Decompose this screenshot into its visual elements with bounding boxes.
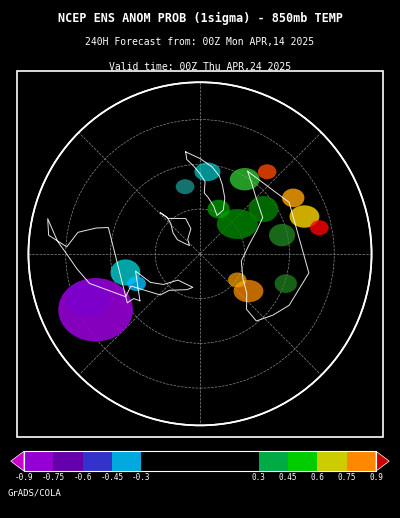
- Ellipse shape: [234, 280, 264, 303]
- Ellipse shape: [127, 276, 146, 291]
- Ellipse shape: [110, 260, 140, 285]
- Ellipse shape: [258, 164, 276, 179]
- Bar: [53, 451, 83, 471]
- Circle shape: [28, 82, 372, 425]
- Text: -0.6: -0.6: [74, 473, 92, 482]
- Text: GrADS/COLA: GrADS/COLA: [8, 489, 62, 498]
- Ellipse shape: [66, 280, 110, 317]
- Ellipse shape: [230, 168, 260, 191]
- Text: -0.75: -0.75: [42, 473, 65, 482]
- Ellipse shape: [310, 220, 329, 235]
- Text: 0.75: 0.75: [338, 473, 356, 482]
- Text: 0.45: 0.45: [279, 473, 297, 482]
- Ellipse shape: [208, 200, 230, 219]
- Ellipse shape: [269, 224, 295, 247]
- Text: NCEP ENS ANOM PROB (1sigma) - 850mb TEMP: NCEP ENS ANOM PROB (1sigma) - 850mb TEMP: [58, 12, 342, 25]
- Ellipse shape: [274, 275, 297, 293]
- Bar: [141, 451, 259, 471]
- Ellipse shape: [194, 163, 220, 181]
- Bar: [24, 451, 53, 471]
- Bar: [83, 451, 112, 471]
- Polygon shape: [11, 451, 24, 471]
- Bar: [259, 451, 288, 471]
- Text: 240H Forecast from: 00Z Mon APR,14 2025: 240H Forecast from: 00Z Mon APR,14 2025: [86, 37, 314, 47]
- Ellipse shape: [58, 278, 133, 341]
- Bar: [317, 451, 347, 471]
- Text: 0.6: 0.6: [310, 473, 324, 482]
- Text: 0.3: 0.3: [252, 473, 266, 482]
- Text: 0.9: 0.9: [369, 473, 383, 482]
- Bar: [112, 451, 141, 471]
- Ellipse shape: [176, 179, 194, 194]
- Polygon shape: [376, 451, 389, 471]
- Ellipse shape: [282, 189, 304, 207]
- Bar: [347, 451, 376, 471]
- Text: -0.9: -0.9: [15, 473, 33, 482]
- Bar: [24, 451, 376, 471]
- Ellipse shape: [248, 196, 278, 222]
- Ellipse shape: [228, 272, 247, 287]
- Text: -0.3: -0.3: [132, 473, 150, 482]
- Ellipse shape: [290, 205, 319, 228]
- Text: -0.45: -0.45: [100, 473, 124, 482]
- Text: Valid time: 00Z Thu APR,24 2025: Valid time: 00Z Thu APR,24 2025: [109, 62, 291, 72]
- Ellipse shape: [217, 209, 258, 239]
- Bar: [288, 451, 317, 471]
